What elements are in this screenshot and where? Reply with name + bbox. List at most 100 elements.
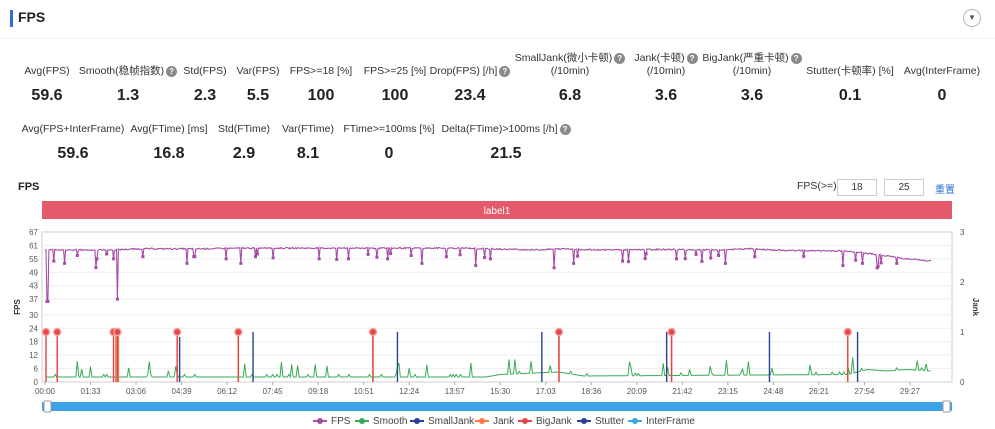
metric-label: Jank(卡顿)? (/10min): [601, 52, 731, 78]
fps-threshold-input-2[interactable]: 25: [884, 179, 924, 196]
metric-value: 100: [381, 87, 409, 104]
y-tick-label: 43: [29, 282, 38, 291]
legend-swatch: [518, 418, 532, 425]
help-icon[interactable]: ?: [614, 53, 626, 64]
legend-label: InterFrame: [646, 416, 695, 427]
help-icon[interactable]: ?: [559, 124, 571, 135]
metric-value: 23.4: [454, 87, 486, 104]
metric-metrics_row1-6: Drop(FPS) [/h]? 23.4: [405, 65, 535, 105]
metric-value: 6.8: [558, 87, 582, 104]
legend-item-bigjank[interactable]: BigJank: [518, 416, 572, 427]
header-divider: [0, 38, 995, 39]
reset-link[interactable]: 重置: [935, 185, 955, 196]
section-header: FPS ▼: [0, 0, 995, 40]
series-bigjank-marker: [234, 327, 243, 337]
metric-metrics_row1-8: Jank(卡顿)? (/10min) 3.6: [601, 52, 731, 105]
metric-value: 0.1: [838, 87, 862, 104]
metric-metrics_row1-11: Avg(InterFrame) 0: [877, 65, 995, 105]
series-fps-point: [626, 260, 630, 264]
metric-value: 1.3: [116, 87, 140, 104]
metric-value: 100: [307, 87, 335, 104]
legend-item-jank[interactable]: Jank: [475, 416, 514, 427]
y2-tick-label: 0: [960, 378, 965, 387]
series-fps-point: [895, 261, 899, 265]
metric-value: 2.3: [193, 87, 217, 104]
legend-label: Smooth: [373, 416, 408, 427]
series-fps-point: [444, 255, 448, 259]
legend-label: Stutter: [595, 416, 625, 427]
legend-swatch: [577, 418, 591, 425]
series-bigjank-marker: [554, 327, 564, 337]
legend-item-interframe[interactable]: InterFrame: [628, 416, 695, 427]
metric-value: 16.8: [153, 145, 185, 162]
metric-label: FTime>=100ms [%]: [343, 123, 435, 135]
y2-axis-label: Jank: [971, 298, 980, 317]
series-fps-point: [185, 261, 189, 265]
metric-value: 0: [384, 145, 394, 162]
help-icon[interactable]: ?: [499, 66, 511, 77]
legend-swatch: [410, 418, 424, 425]
y-axis-label: FPS: [13, 299, 22, 315]
series-fps-point: [46, 299, 50, 303]
zoom-slider-handle-left[interactable]: [43, 400, 52, 413]
x-tick-label: 18:36: [581, 387, 602, 396]
legend-item-smooth[interactable]: Smooth: [355, 416, 407, 427]
metric-metrics_row1-10: Stutter(卡顿率) [%] 0.1: [785, 65, 915, 105]
series-bigjank-marker: [667, 327, 676, 337]
series-fps-point: [386, 257, 390, 261]
series-fps-point: [366, 252, 370, 256]
metric-label: BigJank(严重卡顿)? (/10min): [687, 52, 817, 78]
section-accent-bar: [10, 10, 13, 27]
x-tick-label: 15:30: [490, 387, 511, 396]
collapse-toggle-button[interactable]: ▼: [963, 9, 981, 27]
series-fps-point: [474, 264, 478, 268]
x-tick-label: 00:00: [35, 387, 56, 396]
y-tick-label: 12: [29, 351, 38, 360]
y2-tick-label: 1: [960, 328, 965, 337]
series-fps-point: [875, 266, 879, 270]
x-tick-label: 03:06: [126, 387, 147, 396]
series-fps-point: [224, 257, 228, 261]
series-fps-point: [112, 257, 116, 261]
metric-label: Delta(FTime)>100ms [/h]?: [441, 123, 571, 136]
series-fps-point: [841, 264, 845, 268]
series-fps-point: [723, 261, 727, 265]
series-fps-point: [141, 255, 145, 259]
metric-metrics_row2-2: Std(FTime) 2.9: [179, 123, 309, 163]
help-icon[interactable]: ?: [166, 66, 178, 77]
series-fps-point: [488, 257, 492, 261]
x-tick-label: 06:12: [217, 387, 238, 396]
section-title: FPS: [18, 9, 46, 25]
metric-metrics_row2-1: Avg(FTime) [ms] 16.8: [104, 123, 234, 163]
series-fps-point: [63, 261, 67, 265]
series-fps-point: [572, 261, 576, 265]
zoom-slider-handle-right[interactable]: [942, 400, 951, 413]
series-fps-point: [753, 255, 757, 259]
metric-metrics_row2-4: FTime>=100ms [%] 0: [324, 123, 454, 163]
series-fps-point: [879, 261, 883, 265]
zoom-slider-track[interactable]: [42, 402, 952, 411]
series-bigjank-marker: [172, 327, 182, 337]
series-fps-point: [105, 252, 109, 256]
help-icon[interactable]: ?: [686, 53, 698, 64]
x-tick-label: 04:39: [172, 387, 193, 396]
metric-metrics_row1-3: Var(FPS) 5.5: [193, 65, 323, 105]
fps-threshold-input-1[interactable]: 18: [837, 179, 877, 196]
x-tick-label: 21:42: [672, 387, 693, 396]
series-fps-point: [576, 254, 580, 258]
series-fps-point: [271, 256, 275, 260]
help-icon[interactable]: ?: [790, 53, 802, 64]
series-fps-point: [389, 252, 393, 256]
legend-item-stutter[interactable]: Stutter: [577, 416, 624, 427]
legend-item-fps[interactable]: FPS: [313, 416, 350, 427]
series-fps-point: [854, 258, 858, 262]
metric-value: 5.5: [246, 87, 270, 104]
legend-item-smalljank[interactable]: SmallJank: [410, 416, 474, 427]
metric-value: 21.5: [490, 145, 522, 162]
metric-label: Smooth(稳帧指数)?: [63, 65, 193, 78]
fps-threshold-label: FPS(>=): [797, 180, 837, 192]
series-fps-point: [621, 259, 625, 263]
series-fps-point: [255, 252, 259, 256]
metric-value: 3.6: [654, 87, 678, 104]
